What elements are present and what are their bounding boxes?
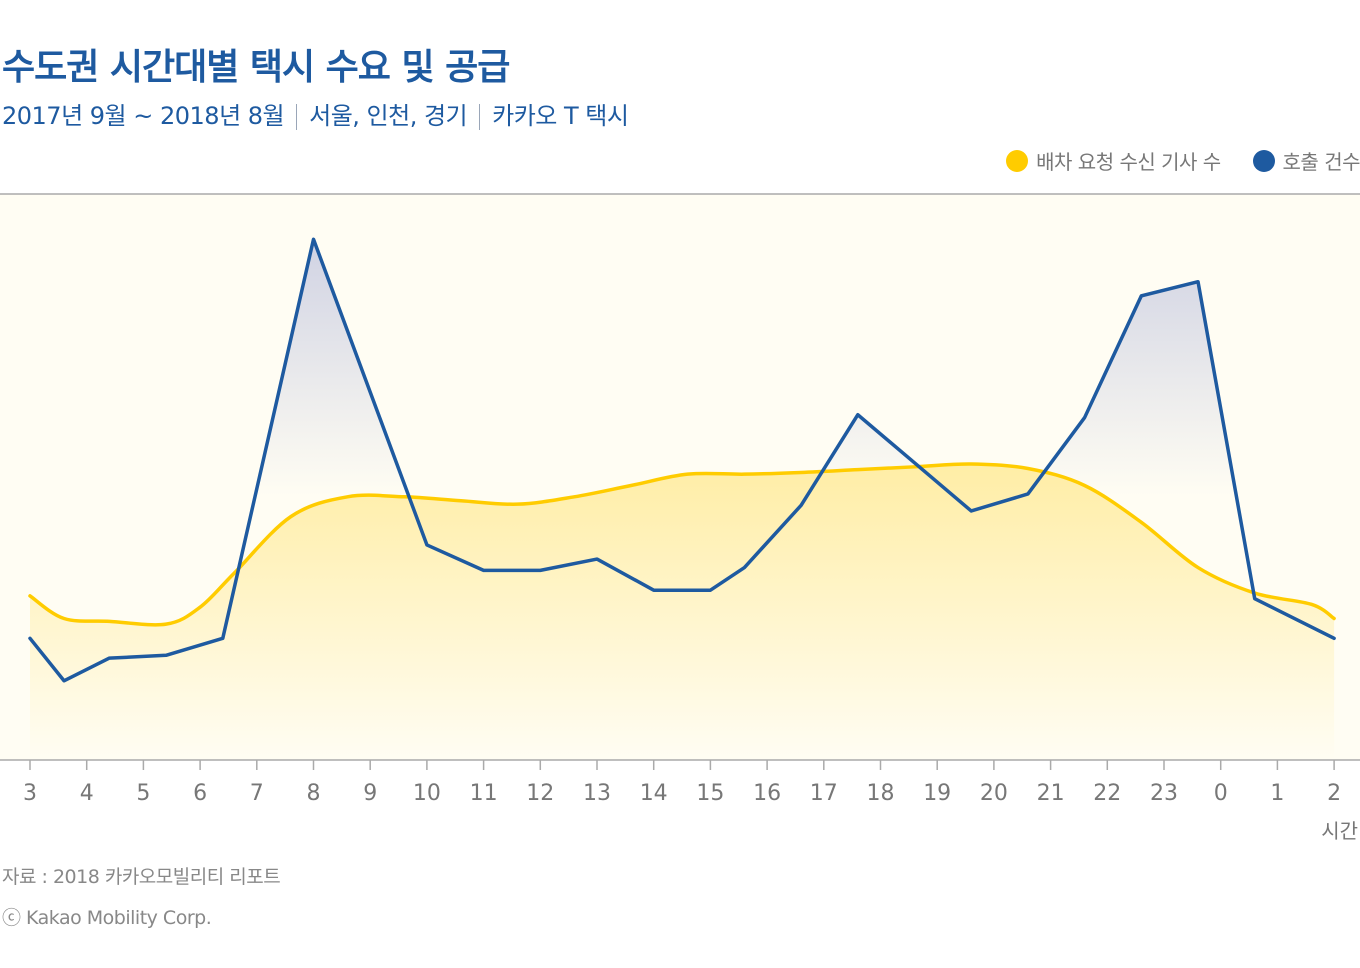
copyright-note: ⓒ Kakao Mobility Corp. <box>2 907 212 929</box>
x-tick-label: 22 <box>1093 781 1121 806</box>
supply-series-line <box>28 462 1336 627</box>
x-tick-label: 10 <box>413 781 441 806</box>
x-axis-unit-label: 시간 <box>1321 819 1358 843</box>
subtitle-period: 2017년 9월 ~ 2018년 8월 <box>2 102 285 130</box>
subtitle-service: 카카오 T 택시 <box>492 102 629 130</box>
chart-title: 수도권 시간대별 택시 수요 및 공급 <box>2 47 510 88</box>
x-tick-label: 3 <box>23 781 37 806</box>
x-tick-label: 12 <box>526 781 554 806</box>
subtitle-divider <box>296 104 298 130</box>
source-note: 자료 : 2018 카카오모빌리티 리포트 <box>2 866 281 888</box>
chart-subtitle: 2017년 9월 ~ 2018년 8월 서울, 인천, 경기 카카오 T 택시 <box>2 96 629 131</box>
demand-series-line <box>28 237 1336 683</box>
x-tick-label: 20 <box>980 781 1008 806</box>
x-tick-label: 16 <box>753 781 781 806</box>
legend-item-demand: 호출 건수 <box>1252 146 1360 175</box>
supply-area <box>30 463 1335 760</box>
line-chart: 3 4 5 6 7 8 9 10 11 12 13 14 15 16 17 18 19 20 21 22 23 0 1 2시간 <box>0 193 1360 843</box>
x-tick-label: 2 <box>1327 781 1341 806</box>
x-tick-label: 21 <box>1037 781 1065 806</box>
legend-label-supply: 배차 요청 수신 기사 수 <box>1036 150 1221 174</box>
x-tick-label: 1 <box>1270 781 1284 806</box>
x-tick-label: 0 <box>1214 781 1228 806</box>
x-tick-label: 13 <box>583 781 611 806</box>
legend-dot-supply <box>1006 150 1029 172</box>
x-tick-label: 4 <box>80 781 94 806</box>
x-tick-label: 7 <box>250 781 264 806</box>
x-tick-label: 14 <box>640 781 668 806</box>
legend-item-supply: 배차 요청 수신 기사 수 <box>1006 146 1221 175</box>
x-tick-label: 17 <box>810 781 838 806</box>
x-tick-label: 8 <box>307 781 321 806</box>
x-tick-label: 19 <box>923 781 951 806</box>
x-tick-label: 11 <box>470 781 498 806</box>
chart-legend: 배차 요청 수신 기사 수 호출 건수 <box>980 146 1360 175</box>
subtitle-region: 서울, 인천, 경기 <box>309 102 468 130</box>
subtitle-divider <box>479 104 481 130</box>
x-tick-label: 6 <box>193 781 207 806</box>
legend-dot-demand <box>1252 150 1275 172</box>
x-tick-label: 15 <box>696 781 724 806</box>
x-tick-label: 5 <box>136 781 150 806</box>
legend-label-demand: 호출 건수 <box>1282 150 1360 174</box>
x-tick-label: 9 <box>363 781 377 806</box>
x-tick-label: 23 <box>1150 781 1178 806</box>
x-tick-label: 18 <box>867 781 895 806</box>
